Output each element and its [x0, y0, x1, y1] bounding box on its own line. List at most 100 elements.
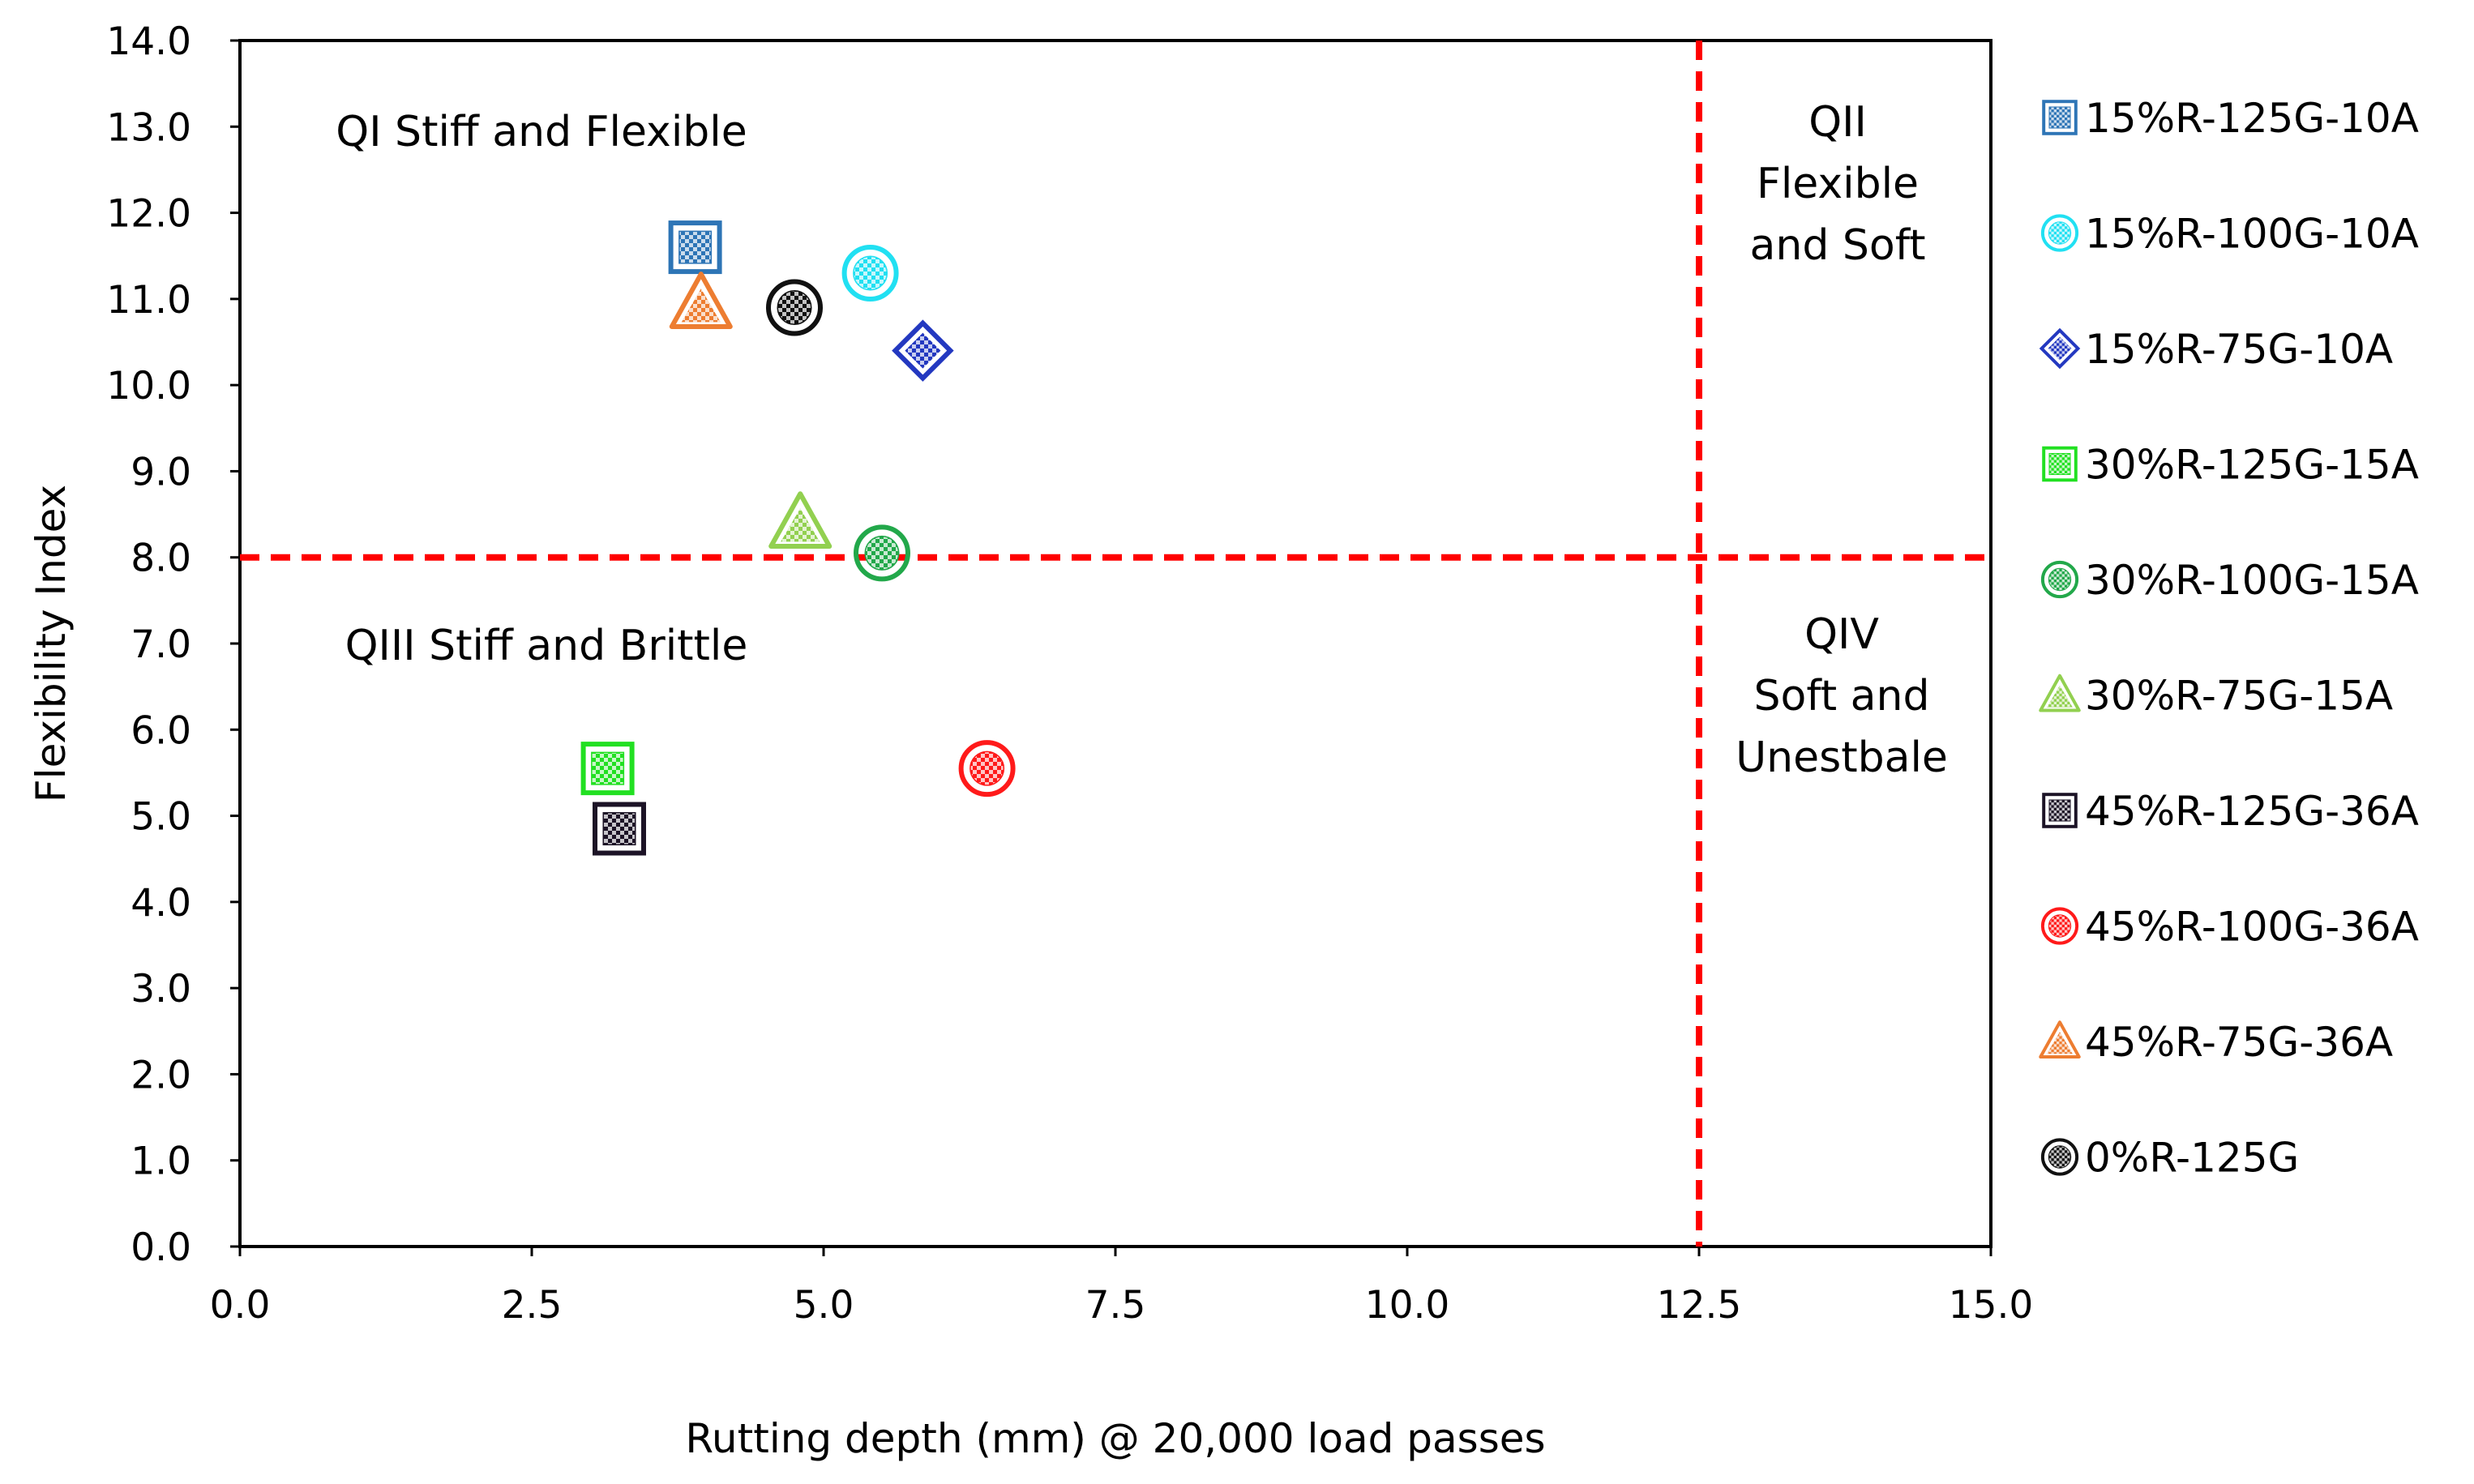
marker-outline: [2042, 446, 2078, 482]
quadrant-label-line: Soft and: [1754, 672, 1930, 721]
marker-pattern: [781, 508, 820, 542]
quadrant-label-top-left: QI Stiff and Flexible: [336, 108, 747, 156]
marker-pattern: [2048, 915, 2071, 937]
y-tick-label: 13.0: [106, 105, 191, 150]
legend-item: 30%R-100G-15A: [2040, 557, 2419, 604]
y-tick-label: 7.0: [131, 622, 191, 667]
y-tick-label: 12.0: [106, 192, 191, 237]
legend-marker: [2039, 327, 2081, 370]
marker-outline: [768, 491, 833, 549]
marker-outline: [2042, 793, 2078, 828]
y-axis-title: Flexibility Index: [28, 485, 75, 802]
marker-outline: [580, 742, 635, 796]
data-point-1: [668, 220, 722, 275]
quadrant-label-line: Flexible: [1757, 160, 1919, 208]
quadrant-label-line: QI Stiff and Flexible: [336, 108, 747, 156]
y-tick-label: 10.0: [106, 364, 191, 408]
legend-marker: [2040, 907, 2079, 945]
quadrant-label-top-right: QII Flexible and Soft: [1750, 98, 1926, 270]
quadrant-label-line: and Soft: [1750, 221, 1926, 270]
marker-pattern: [592, 753, 623, 785]
legend-label: 45%R-100G-36A: [2085, 904, 2419, 951]
legend-label: 15%R-75G-10A: [2085, 326, 2393, 373]
marker-outline: [958, 740, 1016, 798]
legend-marker: [2039, 1020, 2081, 1058]
quadrant-label-bottom-right: QIV Soft and Unestbale: [1736, 610, 1948, 782]
legend-marker: [2040, 1138, 2079, 1176]
y-tick-label: 5.0: [131, 795, 191, 840]
legend-label: 0%R-125G: [2085, 1135, 2299, 1182]
x-axis-title: Rutting depth (mm) @ 20,000 load passes: [685, 1415, 1545, 1462]
marker-outline: [841, 244, 899, 302]
legend-marker: [2042, 793, 2078, 828]
marker-pattern: [2049, 453, 2070, 475]
marker-outline: [892, 319, 954, 382]
marker-pattern: [2048, 222, 2071, 244]
legend-label: 15%R-125G-10A: [2085, 95, 2419, 142]
data-point-7: [593, 802, 646, 856]
data-point-6: [768, 491, 833, 549]
marker-outline: [2039, 327, 2081, 370]
legend-item: 15%R-75G-10A: [2039, 326, 2393, 373]
marker-outline: [766, 279, 823, 336]
legend-marker: [2039, 674, 2081, 712]
marker-pattern: [604, 813, 635, 845]
legend-item: 45%R-125G-36A: [2042, 788, 2419, 835]
legend-item: 30%R-125G-15A: [2042, 442, 2419, 489]
legend-item: 15%R-100G-10A: [2040, 211, 2419, 258]
marker-pattern: [866, 537, 898, 570]
marker-outline: [668, 220, 722, 275]
y-tick-label: 6.0: [131, 708, 191, 753]
marker-outline: [2040, 1138, 2079, 1176]
marker-pattern: [681, 289, 721, 323]
marker-pattern: [2047, 1032, 2073, 1054]
x-tick-label: 10.0: [1365, 1283, 1450, 1328]
marker-outline: [2040, 560, 2079, 599]
marker-pattern: [905, 332, 941, 369]
y-tick-label: 9.0: [131, 450, 191, 494]
data-point-8: [958, 740, 1016, 798]
legend-label: 30%R-100G-15A: [2085, 557, 2419, 604]
marker-pattern: [778, 291, 811, 324]
x-tick-label: 15.0: [1949, 1283, 2034, 1328]
y-tick-label: 1.0: [131, 1140, 191, 1184]
quadrant-label-line: QIII Stiff and Brittle: [345, 622, 748, 670]
data-point-5: [854, 524, 910, 582]
marker-pattern: [854, 256, 887, 289]
x-tick-label: 12.5: [1657, 1283, 1742, 1328]
data-point-2: [841, 244, 899, 302]
data-point-10: [766, 279, 823, 336]
legend-label: 45%R-75G-36A: [2085, 1019, 2393, 1066]
legend-marker: [2042, 100, 2078, 135]
marker-outline: [2039, 1020, 2081, 1058]
marker-outline: [2040, 214, 2079, 252]
legend-label: 45%R-125G-36A: [2085, 788, 2419, 835]
marker-outline: [593, 802, 646, 856]
data-point-9: [669, 272, 733, 329]
y-tick-label: 4.0: [131, 881, 191, 926]
marker-pattern: [2048, 568, 2071, 591]
y-tick-label: 2.0: [131, 1053, 191, 1097]
quadrant-label-line: Unestbale: [1736, 733, 1948, 782]
legend-label: 30%R-125G-15A: [2085, 442, 2419, 489]
legend-item: 0%R-125G: [2040, 1135, 2299, 1182]
data-point-3: [892, 319, 954, 382]
legend-item: 30%R-75G-15A: [2039, 673, 2393, 720]
marker-pattern: [679, 232, 711, 263]
y-tick-label: 14.0: [106, 19, 191, 64]
quadrant-label-line: QIV: [1804, 610, 1879, 659]
data-point-4: [580, 742, 635, 796]
quadrant-label-line: QII: [1808, 98, 1867, 147]
marker-pattern: [2047, 685, 2073, 708]
legend-label: 30%R-75G-15A: [2085, 673, 2393, 720]
x-tick-label: 5.0: [794, 1283, 854, 1328]
marker-pattern: [2049, 107, 2070, 128]
legend-item: 15%R-125G-10A: [2042, 95, 2419, 142]
marker-pattern: [970, 752, 1004, 785]
marker-pattern: [2048, 1146, 2071, 1168]
y-tick-label: 3.0: [131, 967, 191, 1011]
x-tick-label: 7.5: [1085, 1283, 1146, 1328]
x-tick-label: 2.5: [502, 1283, 563, 1328]
y-tick-label: 8.0: [131, 537, 191, 581]
